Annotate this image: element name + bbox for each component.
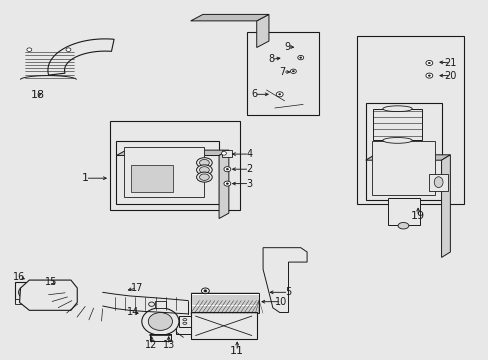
- Circle shape: [224, 167, 230, 172]
- Bar: [372, 109, 421, 140]
- Circle shape: [221, 152, 226, 155]
- Circle shape: [27, 48, 32, 51]
- Ellipse shape: [19, 287, 29, 298]
- Text: 17: 17: [130, 283, 143, 293]
- Text: 20: 20: [444, 71, 456, 81]
- Text: 19: 19: [410, 211, 424, 221]
- Circle shape: [66, 48, 71, 51]
- Polygon shape: [365, 155, 449, 160]
- Ellipse shape: [199, 159, 209, 166]
- Circle shape: [292, 71, 294, 72]
- Ellipse shape: [196, 158, 212, 168]
- Text: 11: 11: [230, 346, 244, 356]
- Circle shape: [425, 60, 432, 66]
- Text: 5: 5: [285, 287, 291, 297]
- Text: 18: 18: [31, 90, 45, 100]
- Circle shape: [203, 290, 206, 292]
- Text: 21: 21: [444, 58, 456, 68]
- Text: 2: 2: [246, 164, 252, 174]
- Circle shape: [427, 75, 429, 76]
- Text: 9: 9: [284, 42, 290, 52]
- Circle shape: [224, 181, 230, 186]
- Circle shape: [226, 183, 228, 184]
- Bar: [428, 174, 447, 191]
- Bar: [123, 147, 204, 197]
- Text: 6: 6: [251, 89, 257, 99]
- Text: 7: 7: [279, 67, 285, 77]
- Text: 15: 15: [45, 276, 58, 287]
- Circle shape: [290, 69, 296, 73]
- Ellipse shape: [196, 172, 212, 182]
- Text: 3: 3: [246, 179, 252, 189]
- Bar: [246, 32, 319, 115]
- Text: 12: 12: [145, 340, 158, 350]
- Polygon shape: [48, 39, 114, 75]
- Ellipse shape: [183, 322, 186, 324]
- Text: 14: 14: [126, 307, 139, 318]
- Bar: [149, 334, 171, 341]
- Bar: [15, 299, 33, 304]
- Ellipse shape: [382, 138, 411, 143]
- Text: 1: 1: [82, 173, 89, 183]
- Bar: [110, 121, 239, 210]
- Text: 8: 8: [268, 54, 274, 64]
- Ellipse shape: [183, 319, 186, 321]
- Bar: [39, 284, 59, 304]
- Bar: [190, 293, 259, 313]
- Text: 16: 16: [13, 272, 26, 282]
- Text: 13: 13: [162, 340, 175, 350]
- Circle shape: [425, 73, 432, 78]
- Circle shape: [148, 312, 172, 330]
- Bar: [365, 103, 441, 200]
- Ellipse shape: [397, 222, 408, 229]
- Ellipse shape: [196, 165, 212, 175]
- Circle shape: [278, 94, 280, 95]
- Circle shape: [201, 288, 209, 294]
- Text: 4: 4: [246, 149, 252, 159]
- Circle shape: [297, 55, 303, 60]
- Polygon shape: [441, 155, 449, 257]
- Bar: [356, 36, 463, 204]
- Bar: [387, 198, 419, 225]
- Polygon shape: [263, 248, 306, 312]
- Circle shape: [427, 62, 429, 64]
- Bar: [190, 312, 256, 339]
- Bar: [176, 318, 190, 334]
- Bar: [371, 141, 434, 195]
- Polygon shape: [256, 14, 268, 48]
- Ellipse shape: [21, 290, 26, 295]
- Text: 10: 10: [274, 297, 287, 307]
- Circle shape: [226, 168, 228, 170]
- Bar: [154, 301, 166, 308]
- Circle shape: [148, 302, 154, 306]
- Bar: [131, 165, 172, 192]
- Polygon shape: [20, 280, 77, 310]
- Polygon shape: [219, 150, 228, 219]
- Circle shape: [299, 57, 301, 58]
- Circle shape: [276, 92, 283, 97]
- Circle shape: [142, 308, 179, 335]
- Bar: [179, 316, 191, 327]
- Ellipse shape: [433, 177, 442, 188]
- Ellipse shape: [199, 174, 209, 180]
- Bar: [222, 150, 231, 157]
- Bar: [15, 282, 33, 303]
- Ellipse shape: [199, 167, 209, 173]
- Polygon shape: [190, 14, 268, 21]
- Polygon shape: [116, 150, 228, 156]
- Bar: [116, 141, 219, 204]
- Ellipse shape: [382, 106, 411, 112]
